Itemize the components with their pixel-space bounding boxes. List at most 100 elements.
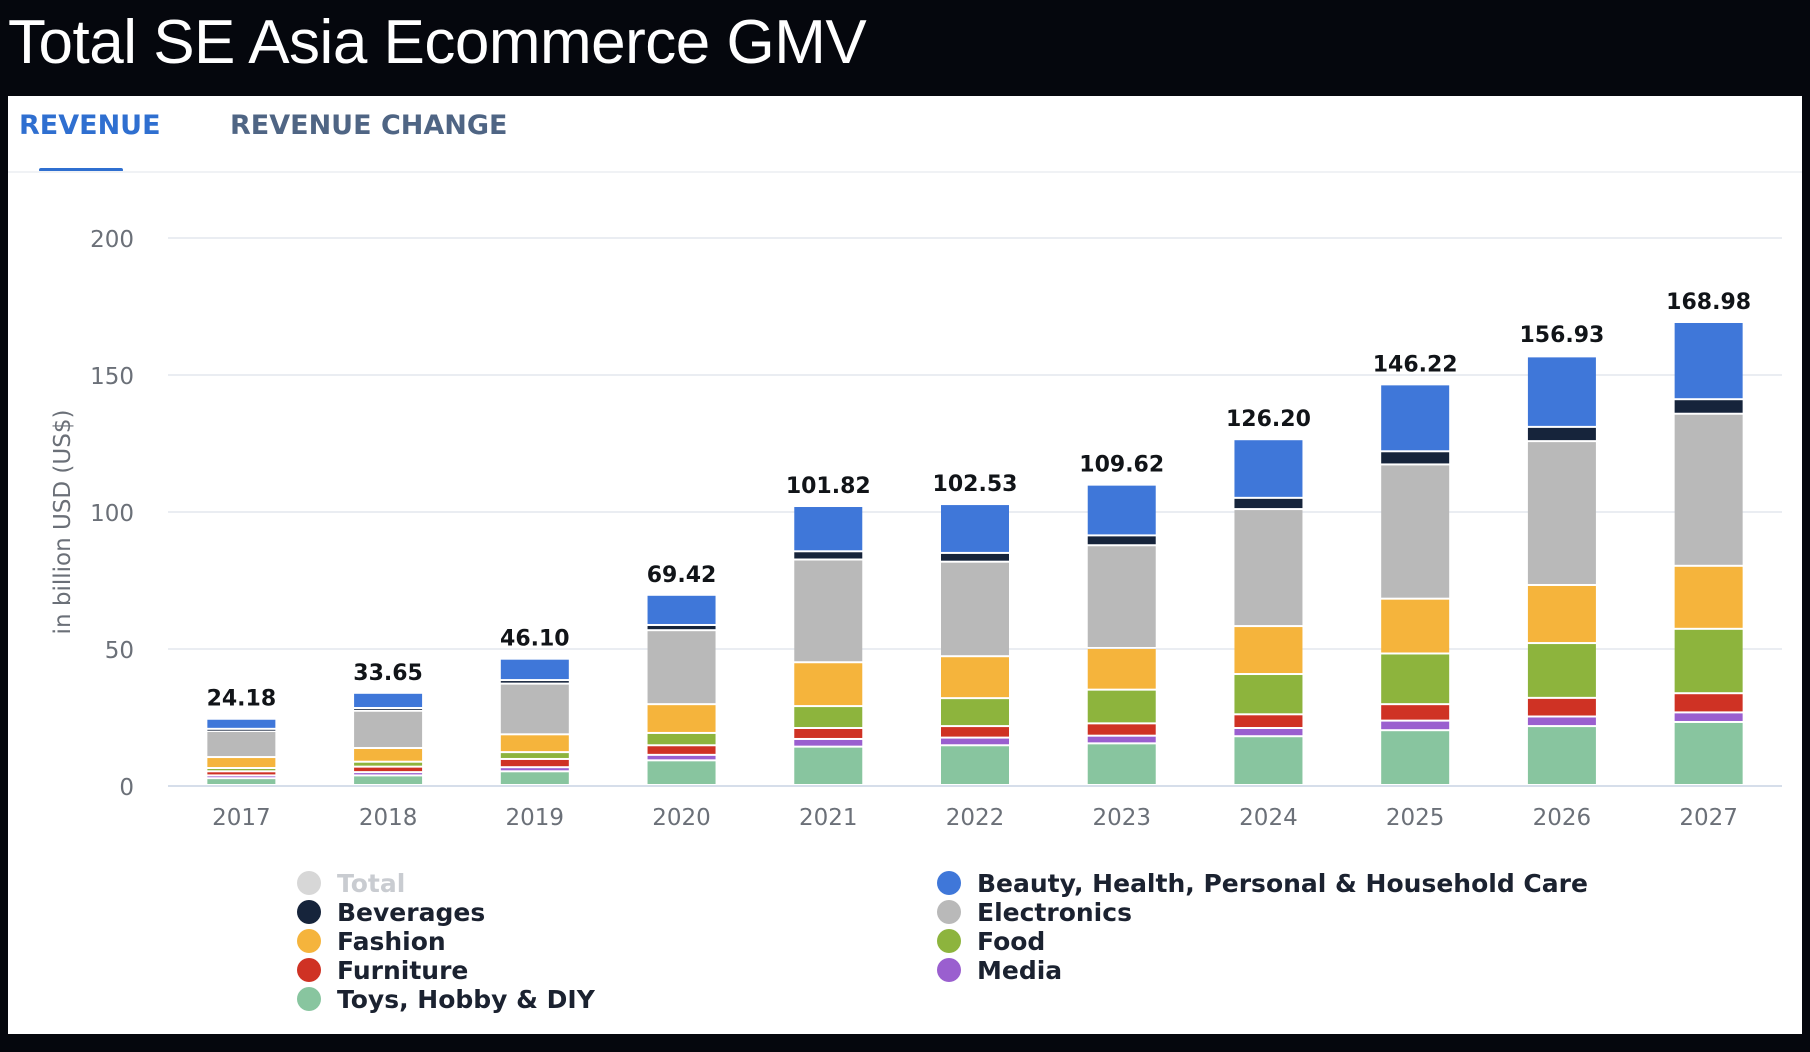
bar-segment-furniture [794,729,863,738]
legend-label: Total [337,868,406,898]
legend-item-food[interactable]: Food [937,926,1045,956]
bar-segment-beverages [941,553,1009,561]
bar-segment-fashion [207,758,276,768]
legend-item-electronics[interactable]: Electronics [937,897,1132,927]
legend-item-beauty-health-personal-household-care[interactable]: Beauty, Health, Personal & Household Car… [937,868,1588,898]
bar-segment-toys-hobby-diy [647,761,716,784]
bar-segment-fashion [1527,585,1596,643]
legend-label: Furniture [337,955,469,985]
bar-segment-electronics [941,562,1009,656]
legend-label: Toys, Hobby & DIY [337,984,595,1014]
x-tick-label: 2020 [652,805,711,831]
bar-segment-fashion [500,735,569,752]
legend-label: Media [977,955,1063,985]
bar-total-label: 146.22 [1373,352,1458,377]
bar-segment-fashion [1674,566,1743,628]
x-tick-label: 2019 [506,805,565,831]
bar-segment-electronics [207,732,276,757]
bar-segment-toys-hobby-diy [1234,737,1303,784]
bar-segment-beverages [500,681,569,683]
bar-segment-beauty-health-personal-household-care [794,507,863,551]
legend-item-furniture[interactable]: Furniture [297,955,468,985]
legend-swatch [297,929,321,953]
legend-swatch [297,871,321,895]
legend-item-fashion[interactable]: Fashion [297,926,446,956]
bar-segment-toys-hobby-diy [354,776,423,784]
x-tick-label: 2024 [1239,805,1298,831]
x-tick-label: 2027 [1679,805,1738,831]
bar-segment-toys-hobby-diy [794,747,863,784]
bar-segment-toys-hobby-diy [500,772,569,784]
bar-segment-media [1234,729,1303,736]
legend-item-total[interactable]: Total [297,868,405,898]
bar-segment-media [1381,721,1450,730]
bar-total-label: 126.20 [1226,407,1311,432]
x-tick-label: 2021 [799,805,858,831]
bar-segment-fashion [1234,627,1303,674]
bar-segment-media [1087,736,1156,743]
tab-revenue-change[interactable]: REVENUE CHANGE [230,110,508,141]
bar-segment-food [500,753,569,758]
bar-segment-furniture [1674,694,1743,712]
bar-segment-beverages [1674,400,1743,413]
bar-total-label: 102.53 [933,472,1018,497]
bar-segment-fashion [794,663,863,706]
bar-segment-food [1234,675,1303,714]
bar-segment-toys-hobby-diy [207,779,276,784]
bar-segment-beverages [207,729,276,731]
page-title: Total SE Asia Ecommerce GMV [8,8,867,77]
legend-swatch [937,958,961,982]
bar-segment-electronics [1674,414,1743,565]
legend-swatch [937,929,961,953]
legend-label: Electronics [977,897,1132,927]
bar-segment-furniture [500,759,569,767]
legend-item-beverages[interactable]: Beverages [297,897,485,927]
x-tick-label: 2017 [212,805,271,831]
bar-segment-food [1381,654,1450,704]
x-tick-label: 2023 [1092,805,1151,831]
bar-segment-electronics [647,631,716,704]
bar-segment-beauty-health-personal-household-care [647,595,716,624]
bar-segment-food [941,699,1009,726]
bar-segment-furniture [1087,724,1156,735]
bar-total-label: 24.18 [207,687,277,712]
bar-segment-furniture [207,772,276,775]
bar-segment-beauty-health-personal-household-care [207,719,276,728]
legend-item-media[interactable]: Media [937,955,1062,985]
bar-segment-electronics [1527,442,1596,584]
x-tick-label: 2022 [946,805,1005,831]
legend-label: Fashion [337,926,446,956]
bar-segment-furniture [1381,705,1450,720]
bar-segment-beverages [1234,498,1303,509]
bar-segment-fashion [1087,649,1156,689]
bar-segment-food [1674,629,1743,693]
title-bar: Total SE Asia Ecommerce GMV [0,0,1810,96]
legend-swatch [297,900,321,924]
bar-segment-electronics [1381,465,1450,598]
legend-label: Food [977,926,1046,956]
legend-label: Beverages [337,897,486,927]
legend-item-toys-hobby-diy[interactable]: Toys, Hobby & DIY [297,984,595,1014]
bar-segment-toys-hobby-diy [1674,722,1743,784]
bar-total-label: 168.98 [1666,290,1751,315]
bar-segment-beauty-health-personal-household-care [500,659,569,680]
bar-segment-furniture [941,727,1009,737]
bar-segment-media [794,739,863,746]
tab-revenue[interactable]: REVENUE [19,110,161,141]
bar-segment-beauty-health-personal-household-care [1381,385,1450,451]
tab-divider [8,171,1802,173]
legend-swatch [937,871,961,895]
y-tick-label: 100 [90,501,134,527]
bar-segment-food [1087,690,1156,723]
bar-segment-electronics [354,711,423,748]
legend-swatch [297,987,321,1011]
bar-segment-food [794,707,863,728]
bar-segment-beverages [1087,536,1156,545]
bar-segment-food [354,762,423,766]
bar-segment-media [1674,713,1743,721]
bar-segment-toys-hobby-diy [941,746,1009,784]
y-tick-label: 150 [90,364,134,390]
bar-total-label: 101.82 [786,474,871,499]
bar-segment-beverages [354,709,423,710]
